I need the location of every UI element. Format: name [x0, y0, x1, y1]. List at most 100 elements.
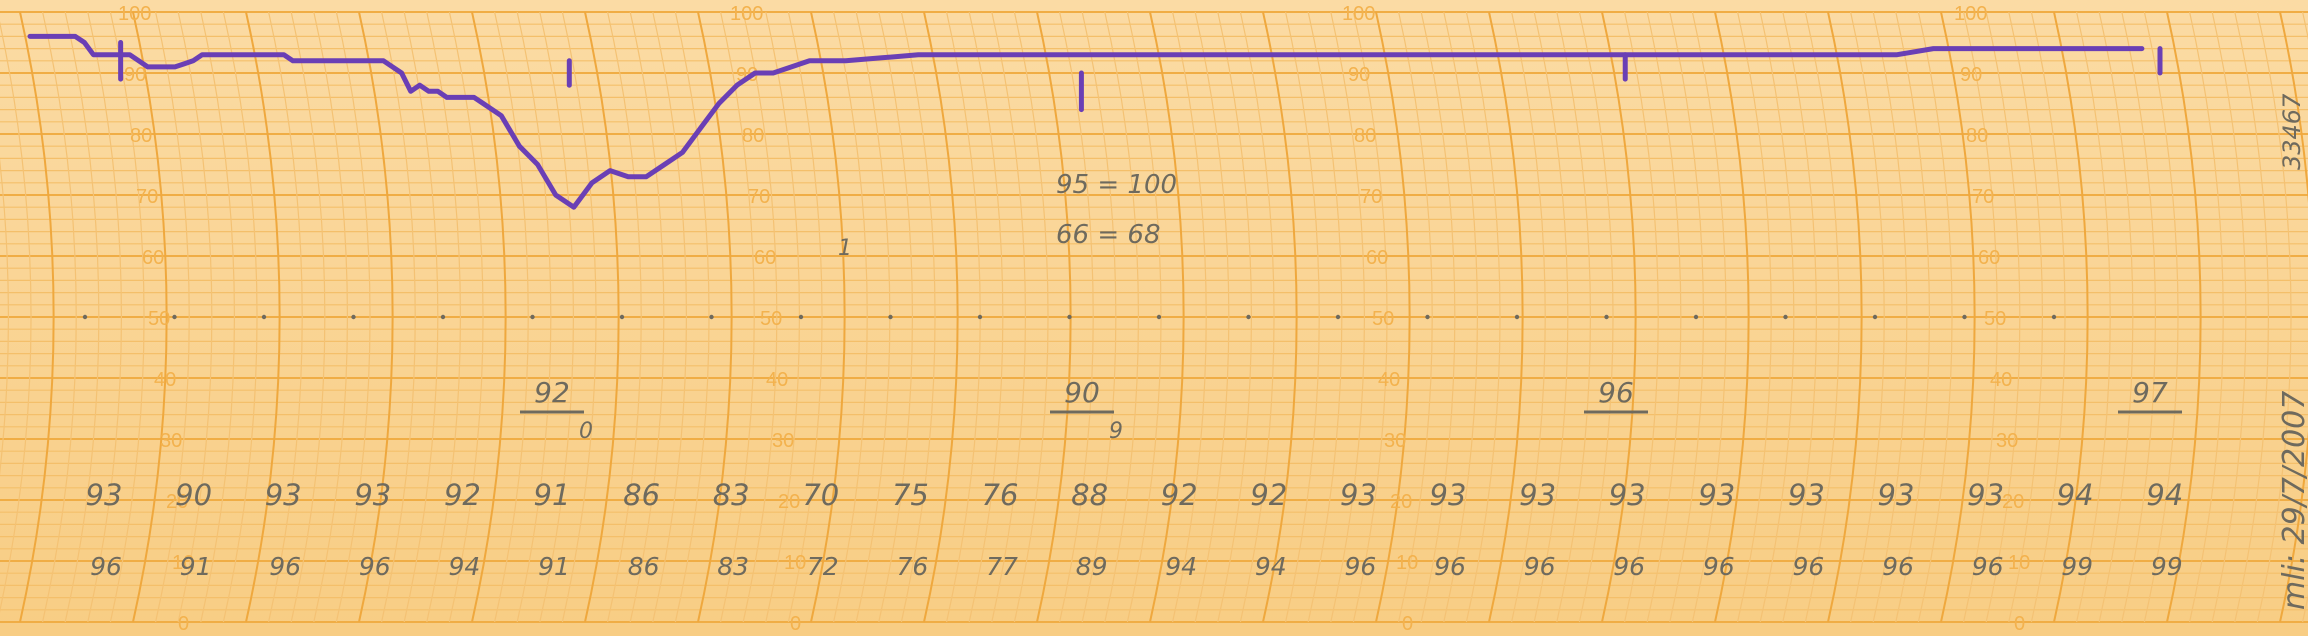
fraction-numerator: 96 — [1598, 376, 1634, 409]
curved-gridline — [991, 11, 1027, 623]
mid-dot — [709, 314, 714, 320]
note-row1-value: 90 — [175, 478, 212, 512]
note-row2-value: 96 — [1703, 552, 1735, 581]
curved-gridline — [810, 11, 846, 623]
scale-label: 40 — [154, 369, 176, 391]
note-row2-value: 96 — [1882, 552, 1914, 581]
curved-gridline — [2234, 11, 2270, 623]
curved-gridline — [1081, 11, 1117, 623]
curved-gridline — [494, 11, 529, 623]
mid-dot — [1872, 314, 1878, 320]
curved-gridline — [403, 11, 439, 623]
note-row1-value: 93 — [1788, 478, 1825, 512]
note-row2-value: 99 — [2151, 552, 2183, 581]
curved-gridline — [1465, 11, 1501, 623]
fraction-denominator: 9 — [1109, 419, 1123, 444]
curved-gridline — [1759, 11, 1795, 623]
scale-label: 60 — [754, 247, 776, 269]
curved-gridline — [1488, 11, 1524, 623]
curved-gridline — [268, 11, 303, 623]
note-row2-value: 94 — [448, 552, 480, 581]
curved-gridline — [448, 11, 484, 623]
mid-dot — [1693, 314, 1699, 320]
curved-gridline — [900, 11, 936, 623]
curved-gridline — [1850, 11, 1885, 623]
scale-label: 70 — [1972, 186, 1994, 208]
scale-label: 10 — [1396, 552, 1418, 574]
scale-label: 60 — [1978, 247, 2000, 269]
scale-label: 10 — [172, 552, 194, 574]
fraction-numerator: 97 — [2132, 376, 2168, 409]
curved-gridline — [1691, 11, 1727, 623]
mid-dot — [1425, 314, 1430, 320]
note-row1-value: 93 — [1698, 478, 1735, 512]
curved-gridline — [1239, 11, 1275, 623]
mid-dot — [977, 314, 983, 320]
curved-gridline — [1330, 11, 1366, 623]
note-row2-value: 99 — [2061, 552, 2093, 581]
curved-gridline — [2143, 11, 2179, 623]
scale-label: 0 — [2014, 613, 2025, 635]
note-row2-value: 96 — [1792, 552, 1824, 581]
note-row2-value: 96 — [1434, 552, 1466, 581]
curved-gridline — [2098, 11, 2134, 623]
note-row1-value: 94 — [2146, 478, 2183, 512]
scale-label: 40 — [1378, 369, 1400, 391]
note-row1-value: 93 — [1609, 478, 1646, 512]
note-row1-value: 92 — [444, 478, 481, 512]
curved-gridlines — [0, 11, 2308, 623]
note-row2-value: 96 — [1524, 552, 1556, 581]
curved-gridline — [1624, 11, 1659, 623]
scale-label: 80 — [1354, 125, 1376, 147]
curved-gridline — [177, 11, 213, 623]
scale-label: 30 — [1996, 430, 2018, 452]
scale-label: 30 — [1384, 430, 1406, 452]
mid-dot — [530, 314, 535, 320]
scale-label: 50 — [1372, 308, 1394, 330]
side-note-date: mli: 29/7/2007 — [2277, 391, 2308, 610]
curved-gridline — [1352, 11, 1388, 623]
curved-gridline — [1646, 11, 1682, 623]
curved-gridline — [1217, 11, 1253, 623]
mid-dot — [1783, 314, 1788, 320]
scale-label: 10 — [2008, 552, 2030, 574]
scale-label: 20 — [166, 491, 188, 513]
curved-gridline — [561, 11, 597, 623]
calibration-note-2: 66 = 68 — [1056, 220, 1160, 250]
note-row2-value: 72 — [807, 552, 839, 581]
curved-gridline — [652, 11, 688, 623]
curved-gridline — [787, 11, 823, 623]
mid-dot — [1962, 314, 1967, 320]
curved-gridline — [222, 11, 258, 623]
curved-gridline — [381, 11, 416, 623]
curved-gridline — [1872, 11, 1908, 623]
scale-label: 40 — [1990, 369, 2012, 391]
curved-gridline — [833, 11, 868, 623]
curved-gridline — [1375, 11, 1411, 623]
fraction-numerator: 92 — [534, 376, 570, 409]
mid-dot — [888, 314, 893, 320]
mid-dot — [1156, 314, 1162, 320]
curved-gridline — [2030, 11, 2066, 623]
scale-label: 90 — [1348, 64, 1370, 86]
scale-label: 80 — [742, 125, 764, 147]
curved-gridline — [1013, 11, 1049, 623]
scale-label: 90 — [1960, 64, 1982, 86]
scale-label: 0 — [178, 613, 189, 635]
curved-gridline — [1917, 11, 1953, 623]
curved-gridline — [742, 11, 778, 623]
scale-labels: 0102030405060708090100010203040506070809… — [118, 3, 2030, 635]
curved-gridline — [923, 11, 959, 623]
note-row1-value: 88 — [1071, 478, 1108, 512]
scale-label: 100 — [730, 3, 763, 25]
curved-gridline — [1963, 11, 1998, 623]
curved-gridline — [629, 11, 665, 623]
note-row1-value: 92 — [1250, 478, 1287, 512]
note-row1-value: 93 — [1519, 478, 1556, 512]
curved-gridline — [132, 11, 168, 623]
scale-label: 10 — [784, 552, 806, 574]
note-row1-value: 92 — [1161, 478, 1198, 512]
note-row1-value: 75 — [892, 478, 929, 512]
note-row1-value: 91 — [534, 478, 571, 512]
